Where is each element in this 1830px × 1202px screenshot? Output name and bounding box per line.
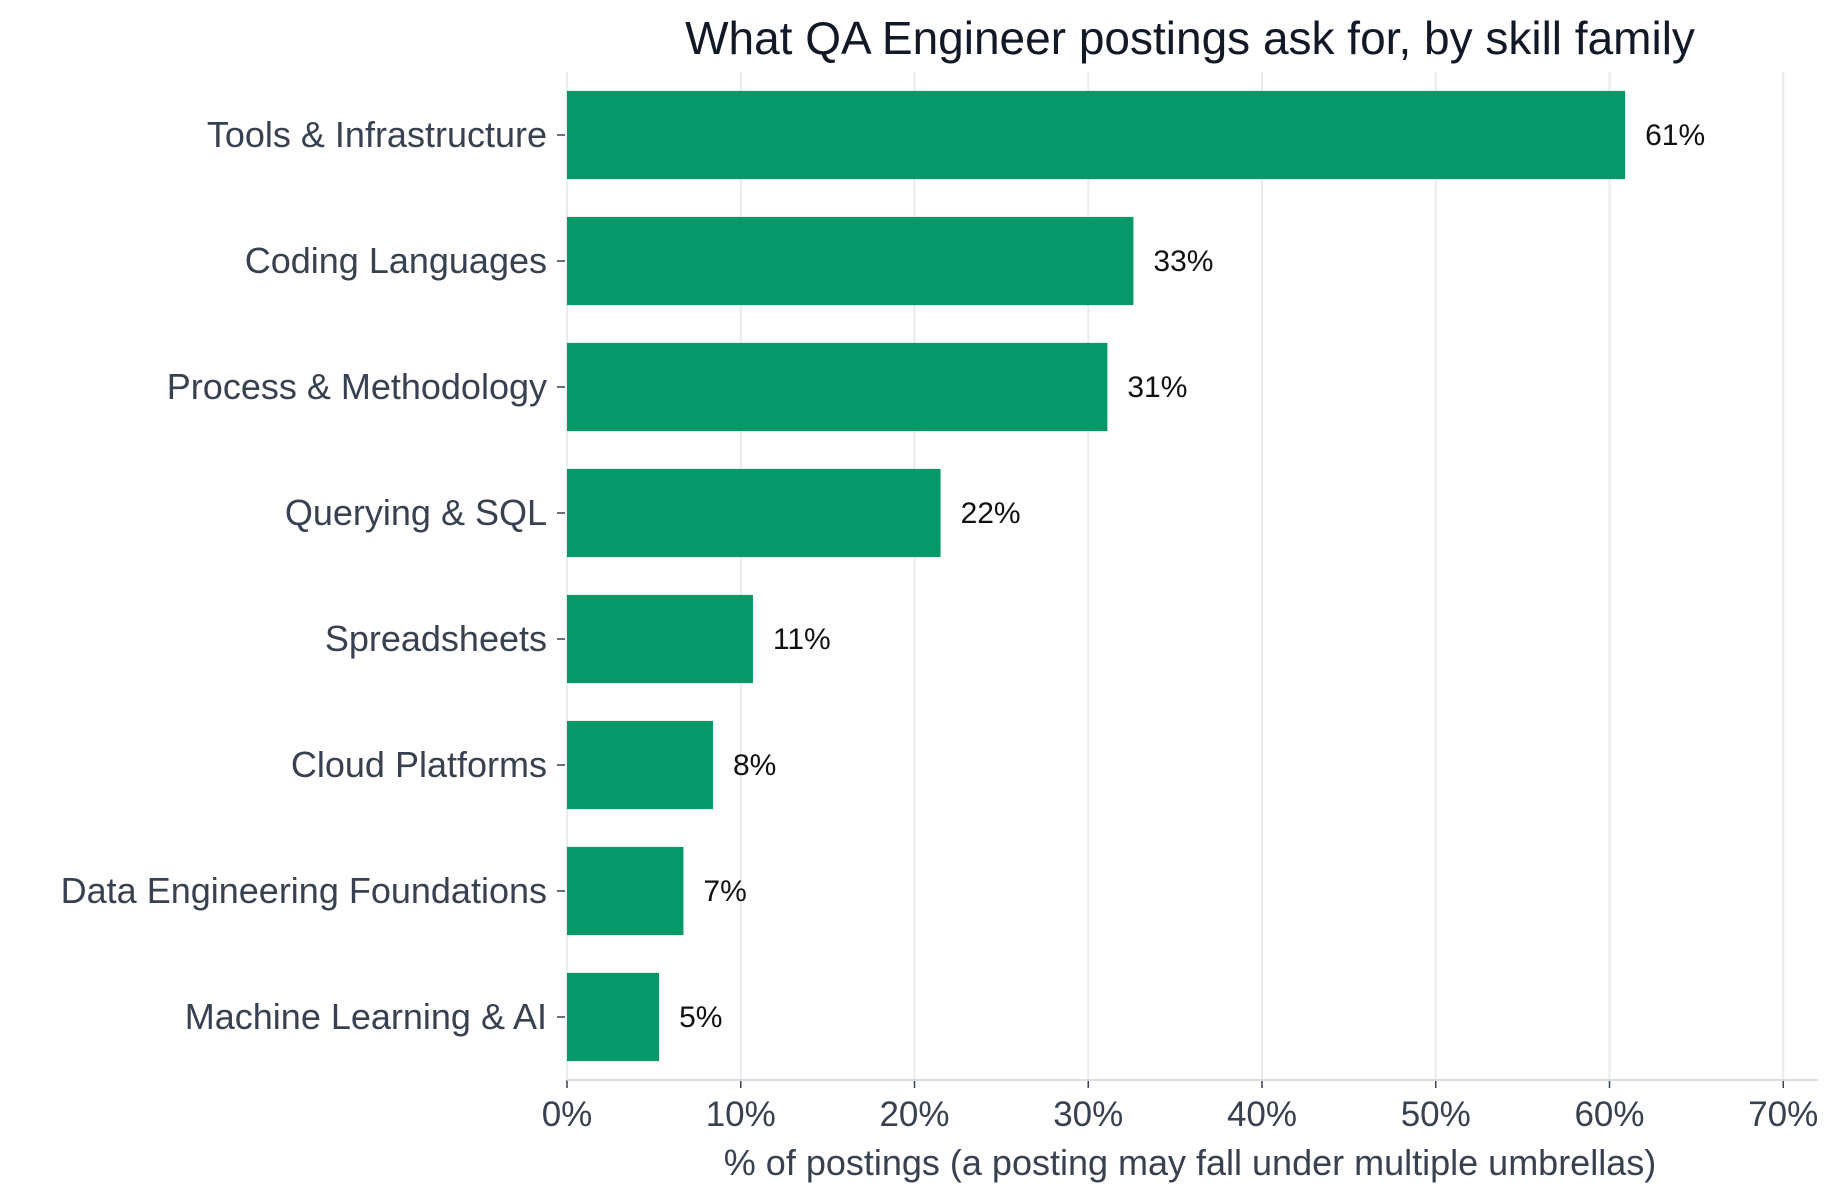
bar xyxy=(567,720,713,810)
bar xyxy=(567,846,684,936)
x-tick-label: 20% xyxy=(879,1095,949,1134)
x-axis-label: % of postings (a posting may fall under … xyxy=(724,1142,1656,1183)
x-tick-label: 30% xyxy=(1053,1095,1123,1134)
category-label: Spreadsheets xyxy=(325,618,547,659)
bar-value-label: 31% xyxy=(1127,371,1187,404)
bar xyxy=(567,90,1626,180)
category-label: Machine Learning & AI xyxy=(185,996,547,1037)
category-label: Tools & Infrastructure xyxy=(207,114,547,155)
category-label: Data Engineering Foundations xyxy=(61,870,547,911)
x-tick-label: 0% xyxy=(542,1095,593,1134)
category-label: Process & Methodology xyxy=(167,366,547,407)
bar xyxy=(567,342,1108,432)
bar-value-label: 5% xyxy=(679,1001,722,1034)
x-tick-label: 60% xyxy=(1574,1095,1644,1134)
bar-value-label: 7% xyxy=(703,875,746,908)
bar-value-label: 8% xyxy=(733,749,776,782)
x-tick-label: 10% xyxy=(706,1095,776,1134)
x-tick-label: 40% xyxy=(1227,1095,1297,1134)
x-tick-label: 70% xyxy=(1748,1095,1818,1134)
category-label: Querying & SQL xyxy=(285,492,547,533)
bar-value-label: 11% xyxy=(773,623,831,656)
bars: 61% 33% 31% 22% 11% 8% 7% 5% xyxy=(567,90,1705,1062)
x-tick-label: 50% xyxy=(1401,1095,1471,1134)
bar xyxy=(567,594,753,684)
category-label: Cloud Platforms xyxy=(291,744,547,785)
category-label: Coding Languages xyxy=(245,240,547,281)
bar-value-label: 33% xyxy=(1153,245,1213,278)
bar-value-label: 61% xyxy=(1645,119,1705,152)
chart-title: What QA Engineer postings ask for, by sk… xyxy=(685,12,1695,64)
bar xyxy=(567,972,660,1062)
axes: 0% 10% 20% 30% 40% 50% 60% 70% Tools & Infrastru… xyxy=(61,114,1819,1134)
bar xyxy=(567,468,941,558)
bar xyxy=(567,216,1134,306)
bar-value-label: 22% xyxy=(961,497,1021,530)
